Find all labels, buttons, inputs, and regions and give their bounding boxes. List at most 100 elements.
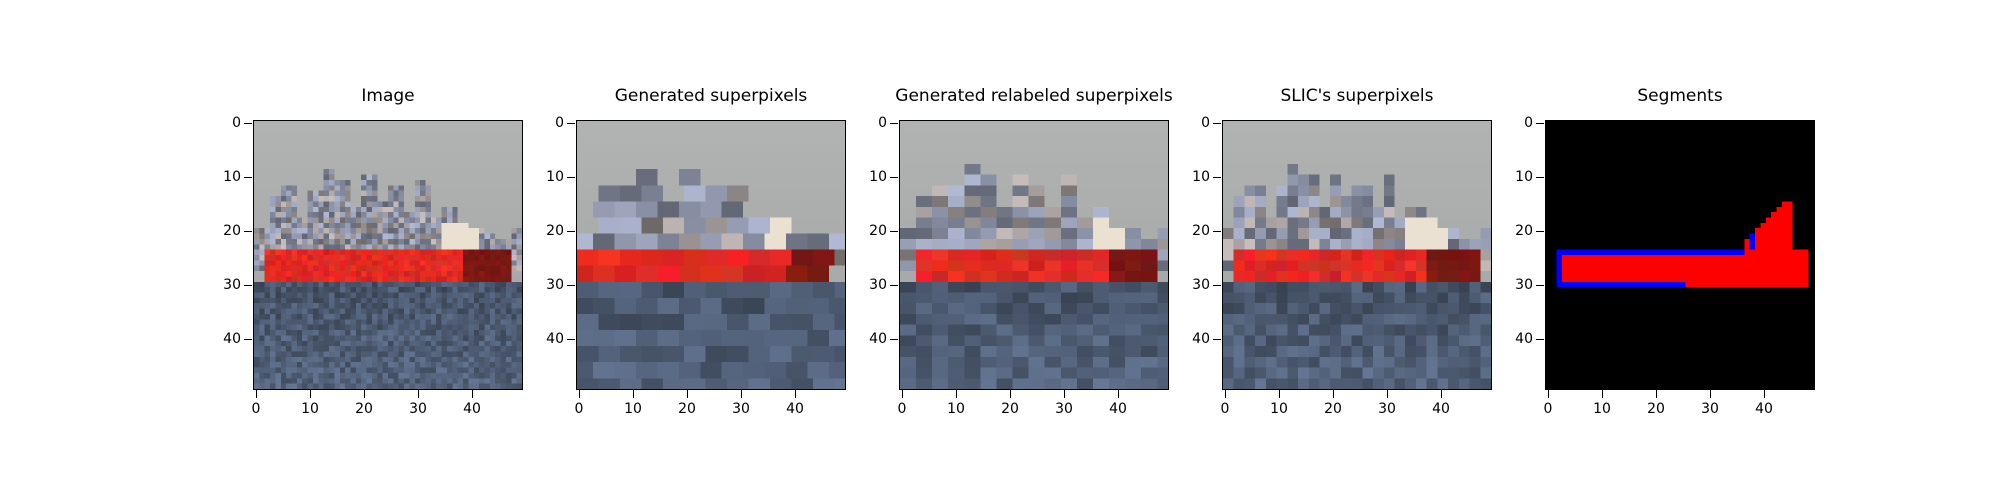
- pixel: [307, 163, 314, 170]
- pixel: [339, 330, 346, 336]
- pixel: [678, 271, 685, 277]
- pixel: [377, 169, 383, 175]
- pixel: [500, 147, 507, 154]
- pixel: [839, 233, 845, 240]
- pixel: [489, 228, 496, 234]
- pixel: [743, 335, 749, 341]
- pixel: [732, 163, 738, 170]
- pixel: [780, 158, 787, 164]
- pixel: [748, 356, 754, 363]
- pixel: [635, 222, 642, 229]
- pixel: [828, 292, 835, 298]
- pixel: [505, 174, 512, 181]
- pixel: [264, 383, 271, 389]
- pixel: [430, 126, 437, 132]
- pixel: [630, 201, 637, 207]
- pixel: [625, 265, 631, 272]
- pixel: [302, 346, 308, 352]
- pixel: [489, 142, 496, 148]
- pixel: [446, 217, 453, 223]
- pixel: [382, 206, 389, 213]
- pixel: [673, 297, 679, 304]
- pixel: [587, 185, 594, 191]
- pixel: [291, 319, 297, 325]
- pixel: [511, 335, 517, 341]
- pixel: [689, 276, 696, 282]
- pixel: [834, 212, 840, 218]
- pixel: [446, 346, 453, 352]
- pixel: [350, 383, 356, 389]
- pixel: [657, 287, 663, 293]
- pixel: [291, 137, 297, 143]
- pixel: [446, 319, 453, 325]
- pixel: [812, 126, 819, 132]
- pixel: [828, 190, 835, 197]
- pixel: [452, 238, 458, 245]
- pixel: [732, 351, 738, 357]
- pixel: [775, 196, 781, 202]
- pixel: [318, 249, 324, 256]
- pixel: [414, 163, 421, 170]
- pixel: [652, 260, 658, 266]
- pixel: [823, 281, 830, 288]
- pixel: [828, 142, 835, 148]
- pixel: [652, 206, 658, 213]
- pixel: [468, 121, 474, 127]
- pixel: [587, 372, 594, 379]
- pixel: [678, 121, 685, 127]
- pixel: [812, 271, 819, 277]
- pixel: [737, 244, 744, 250]
- pixel: [828, 260, 835, 266]
- pixel: [732, 185, 738, 191]
- pixel: [625, 233, 631, 240]
- pixel: [505, 330, 512, 336]
- pixel: [361, 346, 367, 352]
- pixel: [748, 324, 754, 331]
- pixel: [737, 340, 744, 347]
- pixel: [721, 206, 728, 213]
- pixel: [479, 330, 485, 336]
- pixel: [361, 217, 367, 223]
- pixel: [743, 281, 749, 288]
- pixel: [371, 190, 378, 197]
- pixel: [625, 351, 631, 357]
- pixel: [452, 378, 458, 384]
- pixel: [409, 340, 415, 347]
- pixel: [334, 196, 340, 202]
- pixel: [302, 228, 308, 234]
- pixel: [409, 169, 415, 175]
- pixel: [748, 233, 754, 240]
- pixel: [807, 153, 813, 159]
- pixel: [345, 126, 351, 132]
- pixel: [420, 340, 426, 347]
- pixel: [673, 238, 679, 245]
- pixel: [457, 313, 464, 320]
- pixel: [694, 142, 701, 148]
- pixel: [382, 196, 389, 202]
- pixel: [786, 255, 792, 261]
- pixel: [382, 260, 389, 266]
- pixel: [468, 222, 474, 229]
- pixel: [705, 126, 712, 132]
- pixel: [264, 281, 271, 288]
- pixel: [652, 222, 658, 229]
- pixel: [668, 190, 674, 197]
- pixel: [291, 303, 297, 309]
- pixel: [361, 238, 367, 245]
- pixel: [753, 206, 760, 213]
- pixel: [430, 335, 437, 341]
- pixel: [662, 217, 669, 223]
- pixel: [641, 303, 647, 309]
- pixel: [371, 201, 378, 207]
- pixel: [275, 351, 281, 357]
- pixel: [614, 340, 620, 347]
- pixel: [280, 212, 287, 218]
- pixel: [711, 271, 717, 277]
- pixel: [302, 212, 308, 218]
- pixel: [786, 217, 792, 223]
- pixel: [339, 367, 346, 374]
- pixel: [598, 297, 604, 304]
- pixel: [355, 131, 362, 138]
- pixel: [812, 313, 819, 320]
- pixel: [769, 378, 776, 384]
